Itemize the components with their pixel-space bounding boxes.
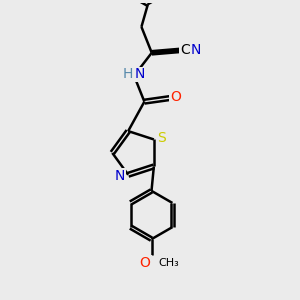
Text: C: C (180, 43, 190, 57)
Text: N: N (115, 169, 125, 183)
Text: S: S (157, 131, 166, 145)
Text: CH₃: CH₃ (158, 258, 179, 268)
Text: O: O (170, 90, 181, 104)
Text: H: H (122, 67, 133, 81)
Text: O: O (140, 256, 151, 270)
Text: N: N (134, 67, 145, 81)
Text: N: N (191, 43, 201, 57)
